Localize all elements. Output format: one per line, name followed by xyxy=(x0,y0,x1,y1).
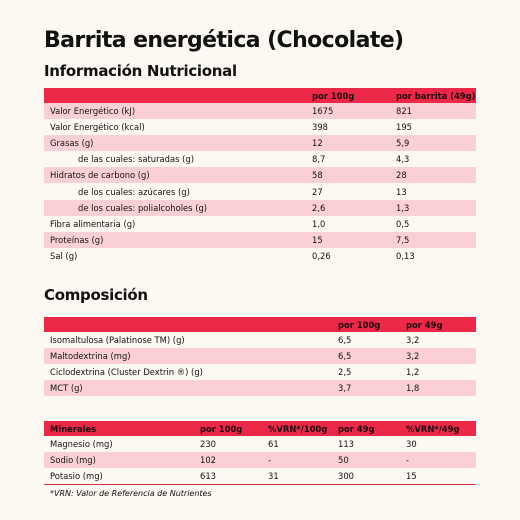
table-header-row: por 100g por barrita (49g) xyxy=(44,88,476,103)
cell-value: 613 xyxy=(194,468,262,485)
cell-value: 3,7 xyxy=(332,380,400,397)
row-label: Sodio (mg) xyxy=(44,452,194,469)
row-label: Hidratos de carbono (g) xyxy=(44,167,306,184)
table-row: Maltodextrina (mg) 6,5 3,2 xyxy=(44,348,476,365)
cell-value: 13 xyxy=(390,183,476,200)
cell-value: 15 xyxy=(306,231,390,248)
cell-value: 102 xyxy=(194,452,262,469)
cell-value: 398 xyxy=(306,119,390,136)
cell-value: 61 xyxy=(262,436,332,453)
cell-value: 6,5 xyxy=(332,332,400,349)
cell-value: 3,2 xyxy=(400,348,476,365)
table-row: de las cuales: saturadas (g) 8,7 4,3 xyxy=(44,151,476,168)
footnote-row: *VRN: Valor de Referencia de Nutrientes xyxy=(44,483,476,502)
header-cell: por barrita (49g) xyxy=(390,88,476,103)
cell-value: 27 xyxy=(306,183,390,200)
row-label: de los cuales: polialcoholes (g) xyxy=(44,199,306,216)
cell-value: 113 xyxy=(332,436,400,453)
cell-value: 1,8 xyxy=(400,380,476,397)
table-header-row: por 100g por 49g xyxy=(44,317,476,332)
cell-value: 7,5 xyxy=(390,231,476,248)
cell-value: 4,3 xyxy=(390,151,476,168)
cell-value: 0,5 xyxy=(390,215,476,232)
header-cell xyxy=(44,317,332,332)
header-cell xyxy=(44,88,306,103)
header-cell: por 49g xyxy=(332,421,400,436)
row-label: de los cuales: azúcares (g) xyxy=(44,183,306,200)
cell-value: 2,6 xyxy=(306,199,390,216)
row-label: Valor Energético (kJ) xyxy=(44,103,306,120)
footnote: *VRN: Valor de Referencia de Nutrientes xyxy=(44,483,476,502)
cell-value: - xyxy=(400,452,476,469)
cell-value: - xyxy=(262,452,332,469)
cell-value: 5,9 xyxy=(390,135,476,152)
row-label: Potasio (mg) xyxy=(44,468,194,485)
header-cell: %VRN*/49g xyxy=(400,421,476,436)
table-header-row: Minerales por 100g %VRN*/100g por 49g %V… xyxy=(44,421,476,436)
header-cell: por 100g xyxy=(194,421,262,436)
row-label: Magnesio (mg) xyxy=(44,436,194,453)
row-label: MCT (g) xyxy=(44,380,332,397)
header-cell: por 100g xyxy=(306,88,390,103)
row-label: Maltodextrina (mg) xyxy=(44,348,332,365)
table-row: Sal (g) 0,26 0,13 xyxy=(44,247,476,264)
row-label: Valor Energético (kcal) xyxy=(44,119,306,136)
cell-value: 12 xyxy=(306,135,390,152)
header-cell: por 100g xyxy=(332,317,400,332)
cell-value: 230 xyxy=(194,436,262,453)
cell-value: 30 xyxy=(400,436,476,453)
cell-value: 0,13 xyxy=(390,247,476,264)
minerals-table: Minerales por 100g %VRN*/100g por 49g %V… xyxy=(44,421,476,502)
row-label: Grasas (g) xyxy=(44,135,306,152)
cell-value: 50 xyxy=(332,452,400,469)
composition-heading: Composición xyxy=(44,286,148,304)
cell-value: 1,3 xyxy=(390,199,476,216)
table-row: Grasas (g) 12 5,9 xyxy=(44,135,476,152)
cell-value: 1675 xyxy=(306,103,390,120)
cell-value: 1,2 xyxy=(400,364,476,381)
nutrition-table: por 100g por barrita (49g) Valor Energét… xyxy=(44,88,476,264)
cell-value: 31 xyxy=(262,468,332,485)
cell-value: 1,0 xyxy=(306,215,390,232)
table-row: Valor Energético (kcal) 398 195 xyxy=(44,119,476,136)
row-label: Proteínas (g) xyxy=(44,231,306,248)
table-row: de los cuales: azúcares (g) 27 13 xyxy=(44,183,476,200)
row-label: de las cuales: saturadas (g) xyxy=(44,151,306,168)
cell-value: 821 xyxy=(390,103,476,120)
table-row: Proteínas (g) 15 7,5 xyxy=(44,231,476,248)
table-row: MCT (g) 3,7 1,8 xyxy=(44,380,476,397)
row-label: Fibra alimentaria (g) xyxy=(44,215,306,232)
cell-value: 300 xyxy=(332,468,400,485)
table-row: Isomaltulosa (Palatinose TM) (g) 6,5 3,2 xyxy=(44,332,476,349)
table-row: Hidratos de carbono (g) 58 28 xyxy=(44,167,476,184)
cell-value: 15 xyxy=(400,468,476,485)
row-label: Sal (g) xyxy=(44,247,306,264)
page-title: Barrita energética (Chocolate) xyxy=(44,28,404,53)
cell-value: 8,7 xyxy=(306,151,390,168)
header-cell: %VRN*/100g xyxy=(262,421,332,436)
cell-value: 28 xyxy=(390,167,476,184)
table-row: Sodio (mg) 102-50- xyxy=(44,452,476,469)
composition-table: por 100g por 49g Isomaltulosa (Palatinos… xyxy=(44,317,476,397)
header-cell: por 49g xyxy=(400,317,476,332)
cell-value: 58 xyxy=(306,167,390,184)
header-cell: Minerales xyxy=(44,421,194,436)
row-label: Isomaltulosa (Palatinose TM) (g) xyxy=(44,332,332,349)
table-row: Magnesio (mg) 230 61 113 30 xyxy=(44,436,476,453)
cell-value: 3,2 xyxy=(400,332,476,349)
cell-value: 0,26 xyxy=(306,247,390,264)
cell-value: 2,5 xyxy=(332,364,400,381)
cell-value: 195 xyxy=(390,119,476,136)
table-row: Potasio (mg) 613 31 300 15 xyxy=(44,468,476,485)
table-row: Fibra alimentaria (g) 1,0 0,5 xyxy=(44,215,476,232)
table-row: Ciclodextrina (Cluster Dextrin ®) (g) 2,5… xyxy=(44,364,476,381)
table-row: de los cuales: polialcoholes (g) 2,6 1,3 xyxy=(44,199,476,216)
table-row: Valor Energético (kJ) 1675 821 xyxy=(44,103,476,120)
cell-value: 6,5 xyxy=(332,348,400,365)
nutrition-heading: Información Nutricional xyxy=(44,62,237,80)
row-label: Ciclodextrina (Cluster Dextrin ®) (g) xyxy=(44,364,332,381)
